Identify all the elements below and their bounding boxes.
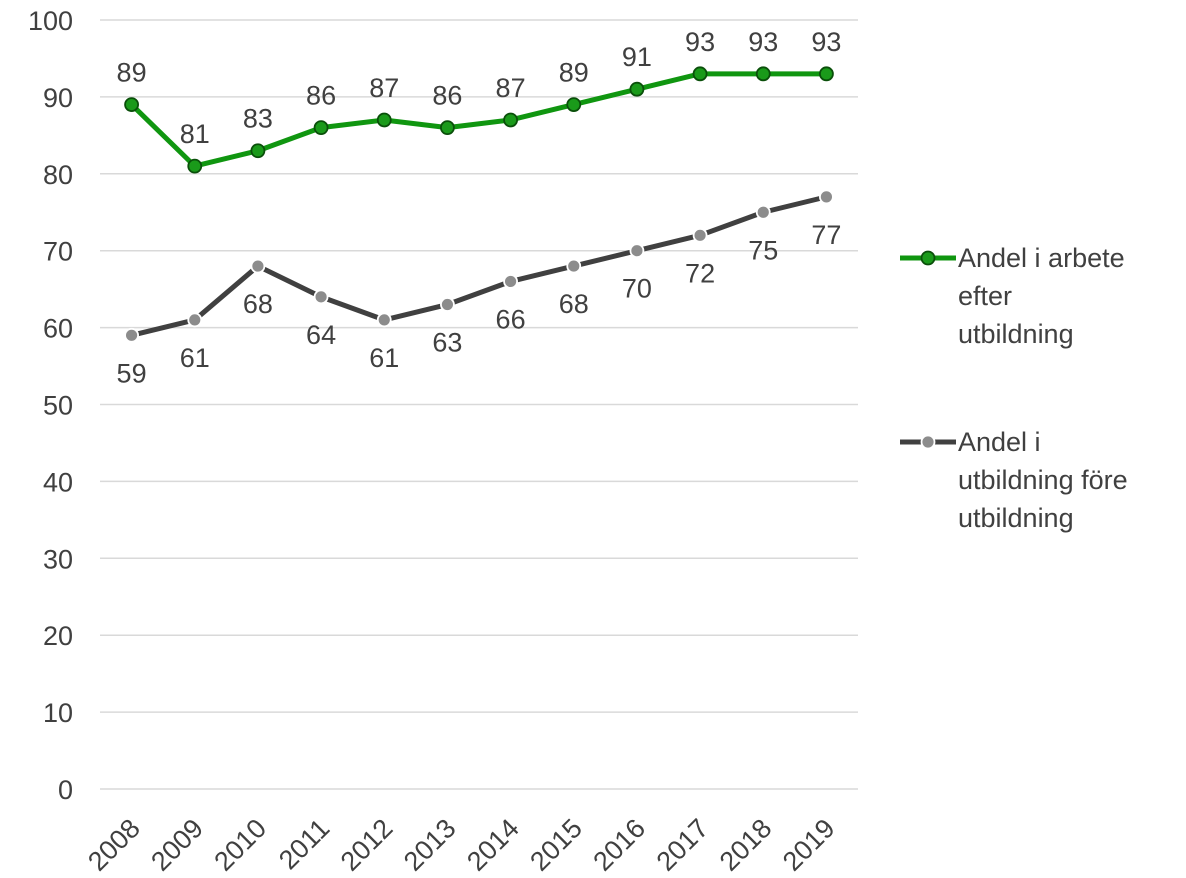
y-tick-label: 40 (43, 467, 73, 497)
data-point (440, 120, 455, 136)
y-tick-label: 100 (28, 6, 73, 36)
data-label: 89 (117, 58, 147, 88)
data-point (376, 112, 392, 128)
x-tick-label: 2016 (587, 813, 651, 877)
data-label: 68 (243, 289, 273, 319)
series-2: 59 61 68 64 61 63 66 68 70 72 75 77 (117, 189, 841, 388)
data-point (629, 81, 645, 97)
y-tick-label: 30 (43, 544, 73, 574)
x-tick-label: 2013 (398, 813, 462, 877)
x-tick-label: 2017 (651, 813, 715, 877)
x-tick-label: 2009 (145, 813, 209, 877)
data-point (692, 66, 708, 82)
data-point (313, 120, 329, 136)
legend-marker (920, 250, 936, 266)
legend-label: Andel i (958, 427, 1041, 457)
legend: Andel i arbete efter utbildning Andel i utbi… (900, 243, 1128, 533)
y-tick-label: 20 (43, 621, 73, 651)
data-point (187, 312, 203, 328)
data-label: 93 (685, 27, 715, 57)
y-tick-label: 0 (58, 775, 73, 805)
data-label: 87 (369, 73, 399, 103)
data-label: 87 (496, 73, 526, 103)
data-point (692, 227, 708, 243)
data-point (124, 327, 139, 343)
series-line (129, 194, 829, 338)
data-label: 63 (432, 328, 462, 358)
data-label: 64 (306, 320, 336, 350)
data-label: 86 (432, 81, 462, 111)
y-axis: 0 10 20 30 40 50 60 70 80 90 100 (28, 6, 73, 805)
y-tick-label: 10 (43, 698, 73, 728)
x-tick-label: 2019 (777, 813, 841, 877)
data-point (124, 97, 139, 112)
data-label: 66 (496, 304, 526, 334)
data-point (566, 258, 582, 274)
data-label: 86 (306, 81, 336, 111)
x-tick-label: 2010 (208, 813, 272, 877)
x-tick-label: 2015 (524, 813, 588, 877)
legend-label: utbildning (958, 319, 1074, 349)
legend-label: utbildning före (958, 465, 1128, 495)
data-point (187, 158, 203, 174)
x-tick-label: 2014 (461, 813, 525, 877)
x-axis: 2008 2009 2010 2011 2012 2013 2014 2015 2016 2017… (82, 813, 841, 877)
series-line (129, 71, 829, 169)
y-tick-label: 50 (43, 391, 73, 421)
data-point (313, 289, 329, 305)
y-tick-label: 70 (43, 237, 73, 267)
data-label: 93 (811, 27, 841, 57)
data-label: 81 (180, 119, 210, 149)
data-point (629, 243, 645, 259)
data-label: 83 (243, 104, 273, 134)
y-tick-label: 60 (43, 314, 73, 344)
x-tick-label: 2011 (273, 813, 335, 875)
data-label: 61 (180, 343, 210, 373)
data-label: 91 (622, 42, 652, 72)
data-label: 93 (748, 27, 778, 57)
y-tick-label: 90 (43, 83, 73, 113)
gridlines (100, 19, 858, 790)
x-tick-label: 2008 (82, 813, 146, 877)
legend-entry-1: Andel i arbete efter utbildning (900, 243, 1125, 349)
legend-label: efter (958, 281, 1012, 311)
data-label: 59 (117, 358, 147, 388)
data-point (566, 97, 582, 112)
data-point (440, 297, 455, 312)
data-point (376, 312, 392, 328)
data-label: 89 (559, 58, 589, 88)
data-point (755, 204, 771, 220)
data-label: 75 (748, 235, 778, 265)
data-label: 61 (369, 343, 399, 373)
data-point (819, 66, 834, 82)
series-layer: 89 81 83 86 87 86 87 89 91 93 93 93 59 61 68 64 61 63 66 68… (117, 27, 842, 388)
legend-label: Andel i arbete (958, 243, 1125, 273)
data-point (819, 189, 834, 205)
series-1: 89 81 83 86 87 86 87 89 91 93 93 93 (117, 27, 841, 174)
x-tick-label: 2018 (714, 813, 778, 877)
data-point (755, 66, 771, 82)
data-point (503, 274, 518, 289)
data-label: 68 (559, 289, 589, 319)
data-point (250, 258, 266, 274)
x-tick-label: 2012 (335, 813, 399, 877)
legend-entry-2: Andel i utbildning före utbildning (900, 427, 1128, 533)
data-point (503, 112, 518, 128)
data-label: 72 (685, 258, 715, 288)
data-label: 70 (622, 274, 652, 304)
legend-marker (920, 434, 936, 450)
data-point (250, 143, 266, 159)
y-tick-label: 80 (43, 160, 73, 190)
legend-label: utbildning (958, 503, 1074, 533)
data-label: 77 (811, 220, 841, 250)
